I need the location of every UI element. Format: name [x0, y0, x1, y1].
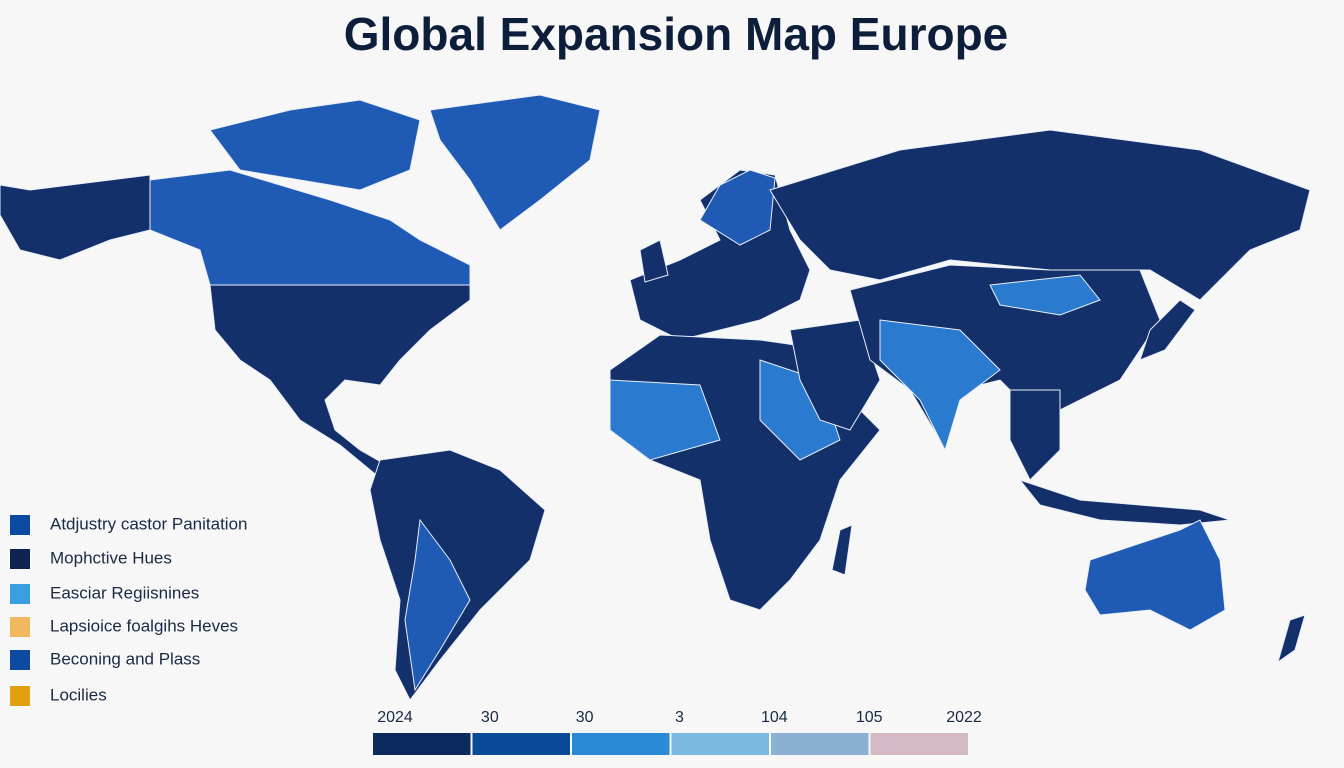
- scale-segment: [870, 733, 968, 755]
- indonesia: [1018, 478, 1231, 526]
- legend-swatch: [10, 515, 30, 535]
- scale-label: 105: [856, 709, 883, 726]
- legend-swatch: [10, 650, 30, 670]
- alaska: [0, 174, 151, 261]
- scale-label: 30: [481, 709, 499, 726]
- legend-swatch: [10, 617, 30, 637]
- southeast-asia: [1009, 389, 1061, 481]
- legend-swatch: [10, 686, 30, 706]
- color-scale: 2024 30 30 3 104 105 2022: [373, 709, 982, 755]
- argentina: [404, 518, 471, 692]
- japan: [1139, 299, 1196, 361]
- india: [879, 319, 1001, 452]
- legend-label: Lapsioice foalgihs Heves: [50, 616, 238, 635]
- title: Global Expansion Map Europe: [344, 8, 1009, 60]
- scale-label: 30: [576, 709, 594, 726]
- scale-segment: [373, 733, 471, 755]
- scale-label: 2022: [946, 709, 982, 726]
- scale-label: 3: [675, 709, 684, 726]
- legend-label: Beconing and Plass: [50, 649, 200, 668]
- scale-label: 104: [761, 709, 788, 726]
- scale-segment: [771, 733, 869, 755]
- new-zealand: [1277, 614, 1306, 664]
- legend-label: Locilies: [50, 685, 107, 704]
- legend-label: Atdjustry castor Panitation: [50, 514, 247, 533]
- scale-segment: [572, 733, 670, 755]
- mongolia: [989, 274, 1101, 316]
- legend: Atdjustry castor Panitation Mophctive Hue…: [10, 514, 247, 706]
- scale-label: 2024: [377, 709, 413, 726]
- canada: [149, 169, 471, 286]
- australia: [1084, 519, 1226, 631]
- scandinavia: [699, 169, 776, 246]
- legend-swatch: [10, 549, 30, 569]
- madagascar: [831, 524, 853, 576]
- scale-segment: [472, 733, 570, 755]
- arctic-islands: [209, 99, 421, 191]
- scale-segment: [671, 733, 769, 755]
- north-america: [209, 284, 471, 479]
- world-map: [0, 94, 1311, 701]
- west-africa: [609, 379, 721, 461]
- greenland: [429, 94, 601, 231]
- russia: [769, 129, 1311, 301]
- legend-label: Easciar Regiisnines: [50, 583, 199, 602]
- legend-label: Mophctive Hues: [50, 548, 172, 567]
- uk: [639, 239, 669, 283]
- legend-swatch: [10, 584, 30, 604]
